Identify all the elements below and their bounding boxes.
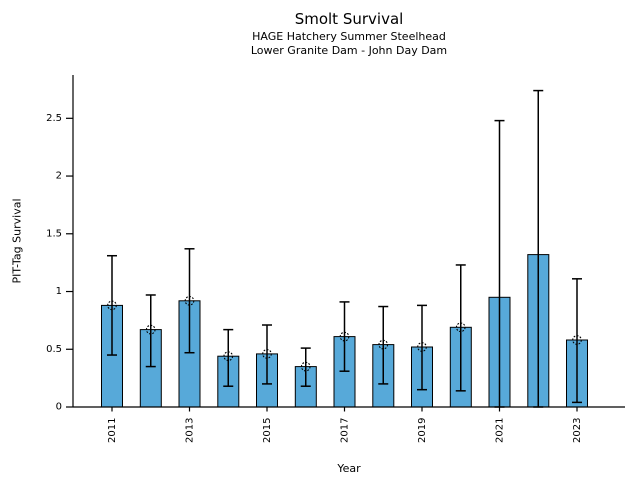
point-marker-2019 (417, 342, 427, 352)
point-marker-2012 (145, 324, 156, 335)
point-marker-2011 (107, 300, 117, 311)
x-tick-label: 2019 (417, 418, 428, 443)
point-marker-2016 (300, 361, 311, 372)
x-tick-label: 2023 (572, 418, 583, 443)
y-tick-label: 2.5 (46, 113, 62, 124)
point-marker-2020 (455, 322, 466, 333)
point-marker-2014 (223, 351, 234, 362)
y-tick-label: 2 (56, 171, 62, 182)
x-axis-label: Year (337, 462, 361, 475)
y-tick-label: 0.5 (46, 344, 62, 355)
point-marker-2015 (262, 349, 272, 359)
point-marker-2023 (572, 335, 582, 345)
chart-subtitle-1: HAGE Hatchery Summer Steelhead (252, 30, 446, 43)
x-tick-label: 2017 (340, 418, 351, 443)
y-tick-label: 1.5 (46, 228, 62, 239)
x-tick-label: 2011 (107, 418, 118, 443)
y-tick-label: 0 (56, 402, 62, 413)
point-marker-2017 (339, 331, 350, 342)
x-tick-label: 2015 (262, 418, 273, 443)
x-tick-label: 2013 (185, 418, 196, 443)
point-marker-2013 (184, 295, 195, 306)
x-tick-label: 2021 (495, 418, 506, 443)
y-tick-label: 1 (56, 286, 62, 297)
chart-title: Smolt Survival (294, 10, 404, 28)
chart-subtitle-2: Lower Granite Dam - John Day Dam (250, 44, 448, 57)
point-marker-2018 (378, 339, 389, 350)
